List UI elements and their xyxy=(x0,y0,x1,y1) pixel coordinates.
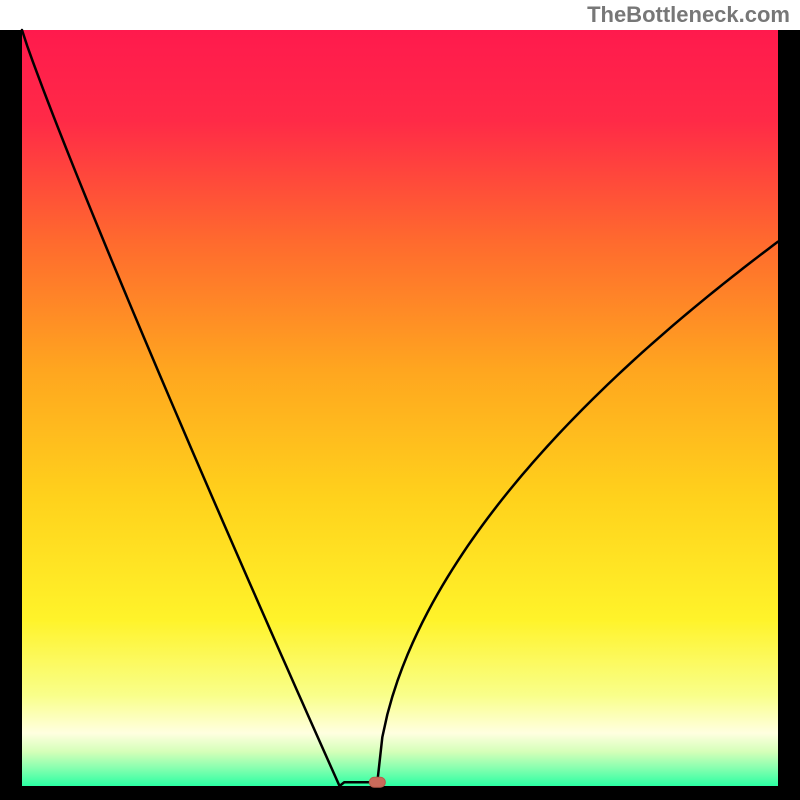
plot-border xyxy=(0,786,800,800)
plot-border xyxy=(0,30,22,800)
current-config-marker xyxy=(369,777,385,787)
plot-border xyxy=(778,30,800,800)
watermark-text: TheBottleneck.com xyxy=(587,2,790,28)
chart-container: TheBottleneck.com xyxy=(0,0,800,800)
bottleneck-curve-chart xyxy=(0,0,800,800)
